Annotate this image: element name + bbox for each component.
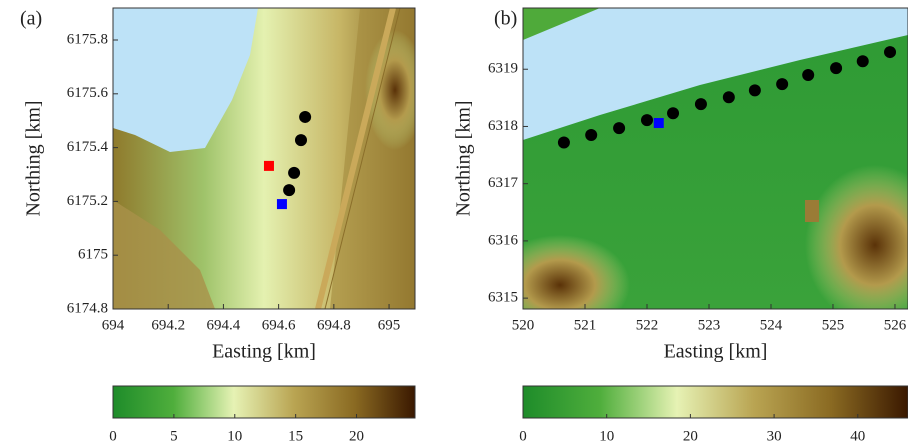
marker-dot xyxy=(884,46,897,59)
marker-dot xyxy=(722,91,735,104)
marker-dot xyxy=(856,55,869,68)
y-tick-label: 6175.2 xyxy=(67,193,108,209)
y-tick-label: 6317 xyxy=(488,175,519,191)
marker-dot xyxy=(294,134,307,147)
terrain-b xyxy=(523,8,908,309)
y-tick-label: 6318 xyxy=(488,118,518,134)
marker-dot xyxy=(299,110,312,123)
marker-dot xyxy=(288,166,301,179)
x-tick-label: 694.4 xyxy=(207,317,241,333)
x-tick-label: 524 xyxy=(760,317,783,333)
marker-dot xyxy=(776,78,789,91)
colorbar xyxy=(522,385,908,419)
colorbar-tick-label: 15 xyxy=(288,428,303,444)
colorbar-tick-label: 20 xyxy=(349,428,364,444)
x-tick-label: 523 xyxy=(698,317,721,333)
marker-dot xyxy=(667,107,680,120)
marker-dot xyxy=(283,184,296,197)
y-tick-label: 6174.8 xyxy=(67,300,108,316)
y-tick-label: 6315 xyxy=(488,290,518,306)
colorbar-tick-label: 10 xyxy=(599,428,614,444)
x-tick-label: 694.2 xyxy=(151,317,185,333)
colorbar-tick-label: 5 xyxy=(170,428,178,444)
colorbar-tick-label: 20 xyxy=(683,428,698,444)
x-tick-label: 694 xyxy=(102,317,125,333)
marker-dot xyxy=(694,98,707,111)
marker-dot xyxy=(557,136,570,149)
marker-dot xyxy=(585,129,598,142)
marker-square xyxy=(263,160,274,171)
x-tick-label: 526 xyxy=(884,317,907,333)
colorbar-tick-label: 10 xyxy=(227,428,242,444)
y-axis-label: Northing [km] xyxy=(453,100,475,216)
marker-dot xyxy=(748,84,761,97)
colorbar xyxy=(112,385,416,419)
marker-dot xyxy=(640,114,653,127)
x-axis-label: Easting [km] xyxy=(664,341,768,363)
marker-square xyxy=(276,199,287,210)
marker-dot xyxy=(830,62,843,75)
x-tick-label: 520 xyxy=(512,317,535,333)
colorbar-tick-label: 40 xyxy=(850,428,865,444)
x-tick-label: 694.6 xyxy=(262,317,296,333)
y-tick-label: 6175 xyxy=(78,247,108,263)
plot-frame xyxy=(112,7,416,310)
y-tick-label: 6316 xyxy=(488,232,519,248)
x-tick-label: 522 xyxy=(636,317,659,333)
y-tick-label: 6175.6 xyxy=(67,85,109,101)
y-tick-label: 6175.4 xyxy=(67,139,109,155)
y-axis-label: Northing [km] xyxy=(23,100,45,216)
x-tick-label: 521 xyxy=(574,317,597,333)
panel-label: (a) xyxy=(20,8,42,30)
y-tick-label: 6175.8 xyxy=(67,31,108,47)
x-tick-label: 525 xyxy=(822,317,845,333)
y-tick-label: 6319 xyxy=(488,61,518,77)
marker-square xyxy=(653,118,664,129)
x-tick-label: 694.8 xyxy=(317,317,351,333)
plot-frame xyxy=(522,7,908,310)
panel-label: (b) xyxy=(494,8,517,30)
terrain-a xyxy=(113,8,415,309)
colorbar-tick-label: 0 xyxy=(519,428,527,444)
x-axis-label: Easting [km] xyxy=(212,341,316,363)
colorbar-tick-label: 30 xyxy=(767,428,782,444)
x-tick-label: 695 xyxy=(378,317,401,333)
marker-dot xyxy=(802,68,815,81)
marker-dot xyxy=(613,122,626,135)
colorbar-tick-label: 0 xyxy=(109,428,117,444)
